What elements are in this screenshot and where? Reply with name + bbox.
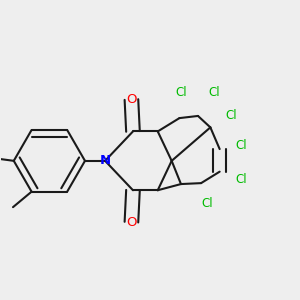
- Text: N: N: [100, 154, 111, 167]
- Text: Cl: Cl: [175, 86, 187, 99]
- Text: Cl: Cl: [235, 173, 247, 186]
- Text: Cl: Cl: [202, 197, 213, 210]
- Text: Cl: Cl: [208, 86, 220, 99]
- Text: Cl: Cl: [235, 140, 247, 152]
- Text: O: O: [126, 216, 137, 229]
- Text: Cl: Cl: [226, 109, 237, 122]
- Text: O: O: [126, 93, 137, 106]
